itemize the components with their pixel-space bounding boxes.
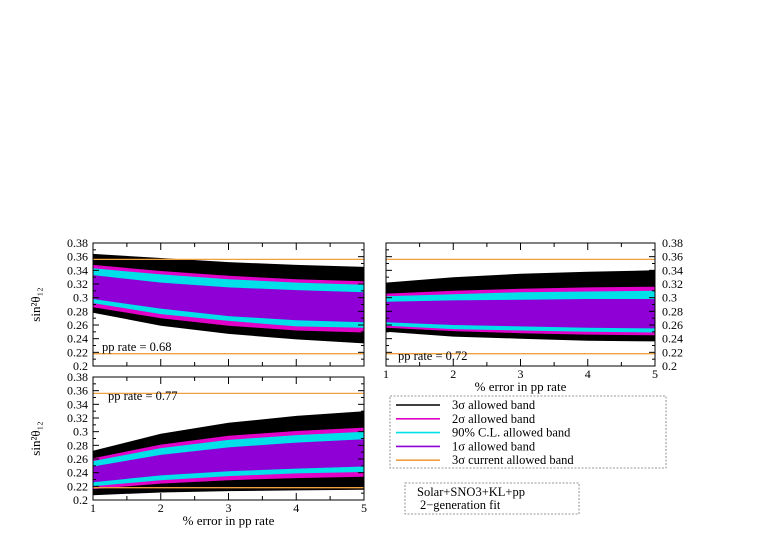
y-tick-label: 0.38 <box>67 370 88 384</box>
pp-rate-annotation: pp rate = 0.77 <box>108 389 178 403</box>
legend-label-sigma3: 3σ allowed band <box>452 398 536 412</box>
legend-label-current: 3σ current allowed band <box>452 453 574 467</box>
x-tick-label: 2 <box>158 501 164 515</box>
y-tick-label: 0.26 <box>67 452 88 466</box>
fit-info-line2: 2−generation fit <box>420 498 501 512</box>
band-sigma1 <box>386 299 655 329</box>
chart-panel-top-left: 0.20.220.240.260.280.30.320.340.360.38 si… <box>28 236 365 373</box>
y-tick-label: 0.38 <box>67 236 88 250</box>
y-tick-label: 0.3 <box>73 291 88 305</box>
plot-area <box>386 258 655 355</box>
x-tick-label: 3 <box>226 501 232 515</box>
y-tick-label: 0.32 <box>67 411 88 425</box>
y-tick-label: 0.26 <box>67 318 88 332</box>
y-tick-label: 0.36 <box>662 250 683 264</box>
chart-panel-top-right: 1 2 3 4 5 0.20.220.240.260.280.30.320.340.360… <box>383 236 683 394</box>
x-tick-label: 1 <box>383 367 389 381</box>
y-tick-label: 0.2 <box>73 493 88 507</box>
x-tick-label: 5 <box>361 501 367 515</box>
x-tick-label: 2 <box>450 367 456 381</box>
x-axis-label: % error in pp rate <box>183 513 275 528</box>
y-tick-label: 0.28 <box>67 304 88 318</box>
y-tick-label: 0.28 <box>67 438 88 452</box>
y-tick-label: 0.28 <box>662 304 683 318</box>
y-tick-label: 0.22 <box>662 345 683 359</box>
x-tick-label: 3 <box>518 367 524 381</box>
y-tick-label: 0.34 <box>67 397 88 411</box>
y-tick-label: 0.34 <box>67 263 88 277</box>
x-tick-label: 1 <box>90 501 96 515</box>
y-tick-label: 0.22 <box>67 479 88 493</box>
band-sigma1 <box>93 275 364 323</box>
y-tick-label: 0.3 <box>662 291 677 305</box>
fit-info-box: Solar+SNO3+KL+pp2−generation fit <box>404 482 580 515</box>
legend-label-cl90: 90% C.L. allowed band <box>452 426 571 440</box>
pp-rate-annotation: pp rate = 0.72 <box>398 349 468 363</box>
y-tick-label: 0.26 <box>662 318 683 332</box>
y-tick-label: 0.2 <box>662 359 677 373</box>
y-tick-label: 0.38 <box>662 236 683 250</box>
chart-panel-bottom-left: 1 2 3 4 5 0.20.220.240.260.280.30.320.340.360… <box>28 370 367 528</box>
legend-label-sigma1: 1σ allowed band <box>452 439 536 453</box>
x-tick-label: 4 <box>585 367 591 381</box>
y-tick-label: 0.24 <box>67 466 88 480</box>
y-tick-label: 0.36 <box>67 250 88 264</box>
fit-info-frame <box>404 482 580 515</box>
y-tick-label: 0.24 <box>662 332 683 346</box>
legend-label-sigma2: 2σ allowed band <box>452 412 536 426</box>
x-tick-label: 5 <box>652 367 658 381</box>
fit-info-line1: Solar+SNO3+KL+pp <box>417 485 525 499</box>
y-tick-label: 0.22 <box>67 345 88 359</box>
plot-area <box>93 392 364 496</box>
y-tick-label: 0.36 <box>67 384 88 398</box>
y-tick-label: 0.34 <box>662 263 683 277</box>
y-axis-label: sin²θ₁₂ <box>28 421 43 455</box>
plot-area <box>93 253 364 355</box>
band-sigma1 <box>93 439 364 483</box>
pp-rate-annotation: pp rate = 0.68 <box>102 340 172 354</box>
y-tick-label: 0.3 <box>73 425 88 439</box>
y-tick-label: 0.32 <box>662 277 683 291</box>
y-axis-label: sin²θ₁₂ <box>28 287 43 321</box>
y-tick-label: 0.2 <box>73 359 88 373</box>
y-tick-label: 0.24 <box>67 332 88 346</box>
x-tick-label: 4 <box>293 501 299 515</box>
x-axis-label: % error in pp rate <box>475 379 567 394</box>
y-tick-label: 0.32 <box>67 277 88 291</box>
